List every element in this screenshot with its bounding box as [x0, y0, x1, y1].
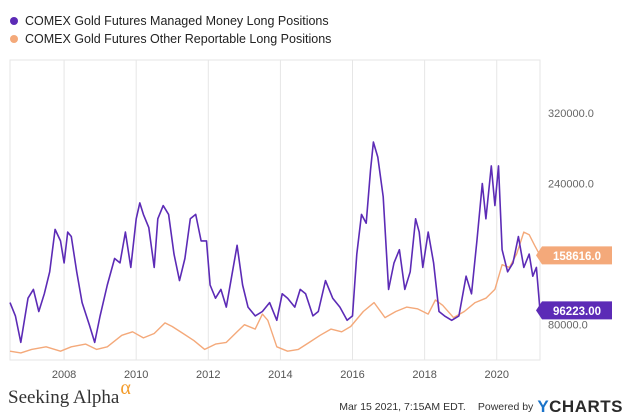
series-line-other-reportable	[9, 231, 541, 354]
x-tick-label-2018: 2018	[412, 369, 436, 381]
ycharts-y-letter: Y	[537, 397, 550, 416]
x-tick-label-2020: 2020	[484, 369, 508, 381]
last-value-label-other-reportable: 158616.0	[553, 251, 601, 263]
timestamp: Mar 15 2021, 7:15AM EDT.	[339, 401, 466, 413]
seeking-alpha-logo[interactable]: Seeking Alphaα	[8, 377, 131, 409]
alpha-symbol: α	[120, 377, 131, 399]
ycharts-wordmark-rest: CHARTS	[549, 397, 623, 416]
x-tick-label-2016: 2016	[340, 369, 364, 381]
x-tick-label-2014: 2014	[268, 369, 292, 381]
chart-footer: Mar 15 2021, 7:15AM EDT. Powered by YCHA…	[339, 397, 623, 417]
last-value-badge-bg-managed-money	[536, 301, 612, 320]
y-tick-label-80000: 80000.0	[548, 320, 588, 332]
legend-dot-managed-money	[10, 17, 18, 25]
powered-by-label: Powered by	[477, 401, 534, 413]
legend-item-managed-money[interactable]: COMEX Gold Futures Managed Money Long Po…	[10, 12, 331, 30]
seeking-alpha-wordmark: Seeking Alpha	[8, 387, 120, 408]
legend-dot-other-reportable	[10, 35, 18, 43]
legend-label-other-reportable: COMEX Gold Futures Other Reportable Long…	[25, 32, 332, 46]
x-tick-label-2012: 2012	[196, 369, 220, 381]
last-value-badge-managed-money: 96223.00	[536, 301, 612, 320]
last-value-badge-bg-other-reportable	[536, 246, 612, 265]
x-tick-label-2010: 2010	[124, 369, 148, 381]
ycharts-logo[interactable]: YCHARTS	[537, 397, 623, 417]
x-tick-label-2008: 2008	[52, 369, 76, 381]
last-value-badge-other-reportable: 158616.0	[536, 246, 612, 265]
plot-frame	[9, 59, 541, 361]
chart-legend: COMEX Gold Futures Managed Money Long Po…	[10, 12, 331, 48]
last-value-label-managed-money: 96223.00	[553, 306, 601, 318]
y-tick-label-320000: 320000.0	[548, 108, 594, 120]
series-line-managed-money	[9, 141, 541, 344]
legend-item-other-reportable[interactable]: COMEX Gold Futures Other Reportable Long…	[10, 30, 331, 48]
y-tick-label-240000: 240000.0	[548, 179, 594, 191]
legend-label-managed-money: COMEX Gold Futures Managed Money Long Po…	[25, 14, 329, 28]
